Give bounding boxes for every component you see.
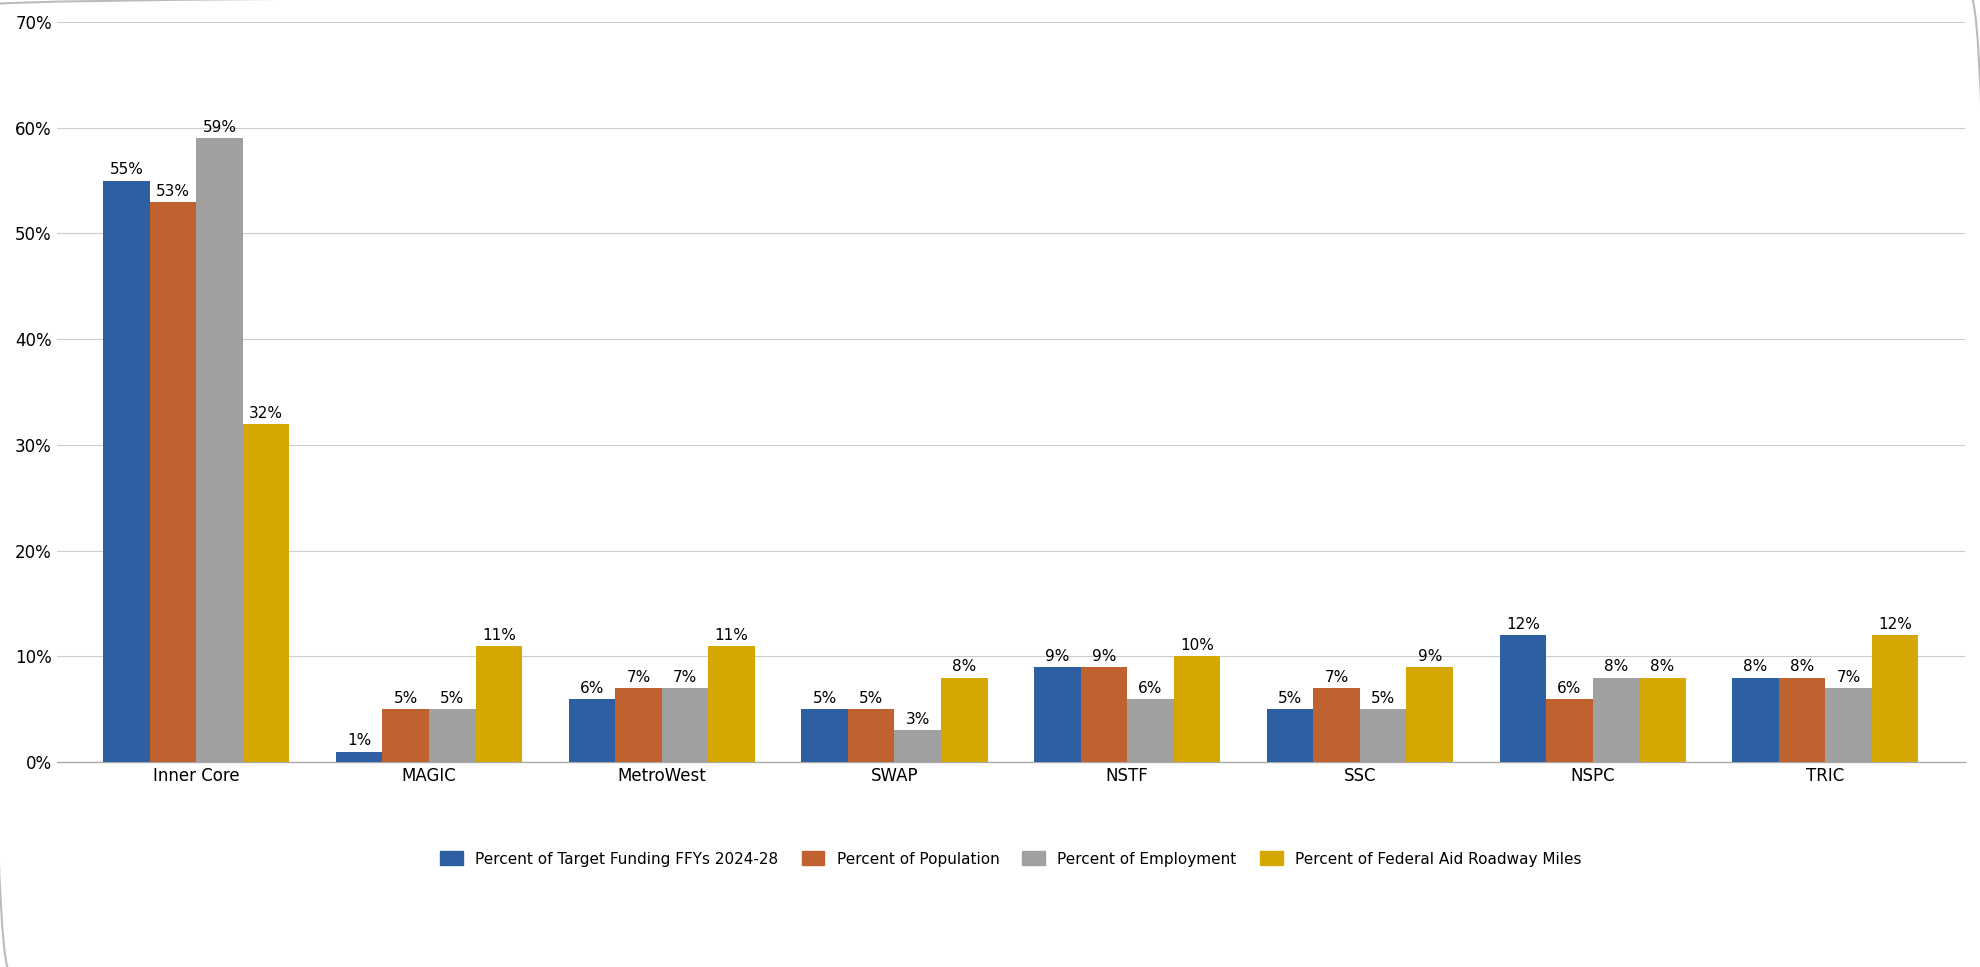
Bar bbox=[1826, 689, 1871, 762]
Bar bbox=[1778, 678, 1826, 762]
Text: 9%: 9% bbox=[1418, 649, 1441, 664]
Bar bbox=[1639, 678, 1685, 762]
Text: 9%: 9% bbox=[1045, 649, 1069, 664]
Text: 10%: 10% bbox=[1180, 638, 1214, 654]
Bar bbox=[150, 202, 196, 762]
Bar bbox=[382, 710, 430, 762]
Text: 5%: 5% bbox=[1370, 691, 1396, 706]
Text: 8%: 8% bbox=[1744, 659, 1768, 674]
Bar bbox=[940, 678, 988, 762]
Bar bbox=[1592, 678, 1639, 762]
Text: 9%: 9% bbox=[1091, 649, 1117, 664]
Bar bbox=[661, 689, 709, 762]
Text: 5%: 5% bbox=[859, 691, 883, 706]
Bar bbox=[1267, 710, 1313, 762]
Text: 8%: 8% bbox=[1649, 659, 1675, 674]
Text: 7%: 7% bbox=[1837, 670, 1861, 685]
Text: 5%: 5% bbox=[440, 691, 465, 706]
Text: 8%: 8% bbox=[1604, 659, 1628, 674]
Text: 6%: 6% bbox=[1556, 681, 1582, 695]
Text: 8%: 8% bbox=[952, 659, 976, 674]
Text: 8%: 8% bbox=[1790, 659, 1814, 674]
Bar bbox=[103, 181, 150, 762]
Text: 7%: 7% bbox=[626, 670, 651, 685]
Bar bbox=[1313, 689, 1360, 762]
Bar bbox=[1406, 667, 1453, 762]
Bar bbox=[1034, 667, 1081, 762]
Bar bbox=[1732, 678, 1778, 762]
Text: 12%: 12% bbox=[1879, 617, 1913, 632]
Bar bbox=[244, 424, 289, 762]
Text: 32%: 32% bbox=[249, 405, 283, 421]
Bar bbox=[196, 138, 244, 762]
Text: 11%: 11% bbox=[481, 628, 515, 643]
Text: 7%: 7% bbox=[673, 670, 697, 685]
Text: 6%: 6% bbox=[1138, 681, 1162, 695]
Bar bbox=[802, 710, 847, 762]
Bar bbox=[1127, 699, 1174, 762]
Text: 11%: 11% bbox=[715, 628, 748, 643]
Bar bbox=[1174, 657, 1220, 762]
Bar bbox=[337, 751, 382, 762]
Bar bbox=[475, 646, 523, 762]
Legend: Percent of Target Funding FFYs 2024-28, Percent of Population, Percent of Employ: Percent of Target Funding FFYs 2024-28, … bbox=[434, 844, 1588, 874]
Text: 5%: 5% bbox=[812, 691, 838, 706]
Bar bbox=[709, 646, 754, 762]
Bar bbox=[847, 710, 895, 762]
Bar bbox=[895, 730, 940, 762]
Bar bbox=[568, 699, 616, 762]
Bar bbox=[1499, 635, 1546, 762]
Text: 55%: 55% bbox=[109, 162, 143, 177]
Bar bbox=[1081, 667, 1127, 762]
Text: 5%: 5% bbox=[394, 691, 418, 706]
Bar bbox=[1360, 710, 1406, 762]
Text: 1%: 1% bbox=[346, 733, 372, 748]
Text: 6%: 6% bbox=[580, 681, 604, 695]
Text: 53%: 53% bbox=[156, 184, 190, 198]
Bar bbox=[616, 689, 661, 762]
Text: 7%: 7% bbox=[1325, 670, 1348, 685]
Text: 12%: 12% bbox=[1507, 617, 1540, 632]
Text: 3%: 3% bbox=[905, 713, 931, 727]
Bar bbox=[1871, 635, 1919, 762]
Text: 59%: 59% bbox=[202, 120, 236, 135]
Bar bbox=[1546, 699, 1592, 762]
Text: 5%: 5% bbox=[1277, 691, 1303, 706]
Bar bbox=[430, 710, 475, 762]
